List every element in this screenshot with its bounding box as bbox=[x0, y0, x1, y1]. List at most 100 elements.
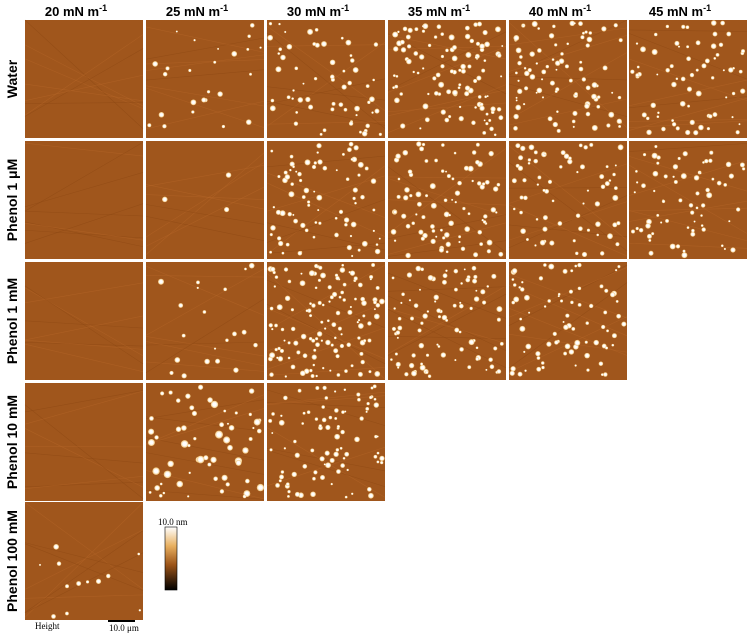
particle bbox=[313, 348, 317, 352]
particle bbox=[425, 194, 429, 198]
particle bbox=[464, 226, 471, 232]
particle bbox=[479, 102, 484, 107]
particle bbox=[586, 228, 591, 232]
particle bbox=[485, 368, 488, 371]
particle bbox=[669, 64, 674, 69]
particle bbox=[413, 303, 419, 308]
particle bbox=[244, 267, 247, 271]
particle bbox=[358, 323, 364, 329]
particle bbox=[525, 238, 529, 242]
particle bbox=[221, 124, 226, 129]
particle bbox=[695, 40, 701, 46]
particle bbox=[665, 218, 670, 223]
particle bbox=[710, 43, 717, 49]
particle bbox=[566, 42, 570, 46]
particle bbox=[292, 165, 295, 169]
particle bbox=[454, 287, 458, 292]
particle bbox=[275, 66, 282, 73]
particle bbox=[404, 372, 409, 377]
particle bbox=[331, 322, 337, 328]
afm-image bbox=[267, 383, 385, 501]
header-sup: -1 bbox=[99, 3, 107, 13]
particle bbox=[297, 97, 304, 103]
texture bbox=[24, 315, 144, 341]
particle bbox=[496, 306, 503, 313]
particle bbox=[162, 71, 168, 77]
particle bbox=[716, 180, 722, 186]
particle bbox=[486, 249, 492, 254]
particle bbox=[225, 172, 232, 178]
particle bbox=[445, 269, 448, 272]
particle bbox=[528, 311, 531, 314]
particle bbox=[187, 495, 190, 498]
particle bbox=[612, 194, 619, 201]
particle bbox=[344, 222, 348, 227]
particle bbox=[460, 63, 466, 70]
texture bbox=[508, 267, 628, 318]
particle bbox=[560, 52, 564, 56]
particle bbox=[351, 254, 354, 258]
particle bbox=[395, 330, 401, 335]
particle bbox=[606, 329, 609, 333]
particle bbox=[485, 179, 490, 185]
particle bbox=[274, 347, 278, 352]
texture bbox=[24, 48, 144, 117]
particle bbox=[482, 220, 487, 224]
particle bbox=[559, 299, 564, 303]
particle bbox=[641, 112, 647, 118]
particle bbox=[448, 34, 455, 41]
particle bbox=[458, 330, 462, 334]
particle bbox=[308, 104, 314, 110]
particle bbox=[501, 44, 504, 48]
particle bbox=[288, 191, 295, 198]
particle bbox=[158, 278, 165, 285]
particle bbox=[460, 68, 466, 74]
afm-image bbox=[267, 141, 385, 259]
particle bbox=[274, 275, 279, 279]
particle bbox=[496, 369, 502, 374]
particle bbox=[445, 241, 451, 247]
particle bbox=[475, 142, 480, 147]
particle bbox=[448, 220, 454, 227]
particle bbox=[519, 195, 524, 200]
particle bbox=[335, 169, 338, 172]
particle bbox=[710, 76, 715, 80]
particle bbox=[334, 416, 338, 420]
particle bbox=[314, 286, 318, 290]
particle bbox=[635, 181, 639, 184]
particle bbox=[215, 358, 221, 364]
particle bbox=[314, 42, 320, 48]
particle bbox=[267, 34, 273, 41]
texture bbox=[145, 298, 265, 374]
particle bbox=[275, 209, 281, 215]
particle bbox=[471, 150, 477, 155]
texture bbox=[628, 79, 748, 107]
particle bbox=[406, 272, 413, 278]
particle bbox=[421, 215, 426, 220]
particle bbox=[318, 221, 322, 225]
particle bbox=[326, 319, 330, 323]
particle bbox=[364, 166, 369, 171]
particle bbox=[438, 247, 444, 253]
particle bbox=[295, 111, 299, 114]
texture bbox=[145, 394, 265, 445]
particle bbox=[175, 426, 182, 432]
texture bbox=[387, 176, 507, 179]
particle bbox=[207, 397, 213, 403]
particle bbox=[513, 35, 520, 41]
particle bbox=[418, 288, 422, 291]
particle bbox=[400, 301, 403, 305]
texture bbox=[145, 85, 265, 107]
particle bbox=[174, 357, 181, 363]
particle bbox=[575, 251, 579, 256]
particle bbox=[452, 45, 457, 50]
particle bbox=[350, 221, 357, 228]
texture bbox=[508, 52, 628, 120]
particle bbox=[570, 300, 574, 305]
particle bbox=[349, 54, 353, 57]
particle bbox=[495, 211, 498, 214]
particle bbox=[556, 110, 559, 113]
particle bbox=[527, 68, 532, 73]
particle bbox=[284, 30, 287, 34]
particle bbox=[347, 80, 352, 86]
